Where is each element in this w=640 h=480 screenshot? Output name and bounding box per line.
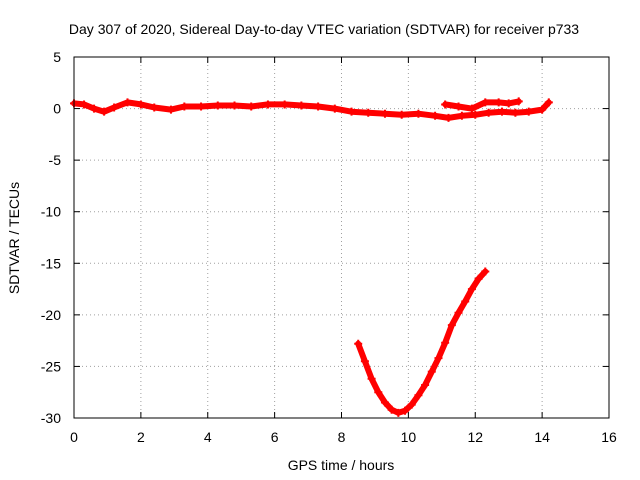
data-point <box>481 98 490 107</box>
data-point <box>100 107 109 116</box>
data-point <box>401 406 410 415</box>
data-point <box>454 308 463 317</box>
x-axis-label: GPS time / hours <box>288 457 395 473</box>
data-point <box>180 102 189 111</box>
x-tick-label: 8 <box>338 429 346 445</box>
data-point <box>544 98 553 107</box>
data-point <box>504 99 513 108</box>
y-tick-label: 5 <box>53 49 61 65</box>
y-tick-label: -20 <box>41 307 61 323</box>
data-point <box>213 101 222 110</box>
data-point <box>407 400 416 409</box>
data-point <box>434 354 443 363</box>
data-points <box>70 97 553 417</box>
y-tick-label: -25 <box>41 358 61 374</box>
data-point <box>263 100 272 109</box>
data-point <box>524 107 533 116</box>
data-point <box>471 110 480 119</box>
y-tick-label: 0 <box>53 101 61 117</box>
series-1 <box>441 97 523 113</box>
series-trace <box>355 268 489 416</box>
data-point <box>380 109 389 118</box>
data-point <box>364 108 373 117</box>
data-point <box>80 100 89 109</box>
data-point <box>230 101 239 110</box>
data-point <box>444 113 453 122</box>
x-tick-label: 6 <box>271 429 279 445</box>
plot-frame <box>73 56 610 419</box>
data-point <box>514 97 523 106</box>
data-point <box>247 102 256 111</box>
data-point <box>454 102 463 111</box>
data-point <box>110 103 119 112</box>
data-point <box>441 100 450 109</box>
data-point <box>394 408 403 417</box>
data-point <box>387 405 396 414</box>
y-tick-label: -10 <box>41 204 61 220</box>
data-point <box>511 108 520 117</box>
data-point <box>280 100 289 109</box>
series-0 <box>70 98 553 122</box>
data-point <box>461 297 470 306</box>
data-point <box>166 105 175 114</box>
data-point <box>380 398 389 407</box>
y-tick-label: -5 <box>49 152 62 168</box>
data-point <box>431 111 440 120</box>
data-point <box>314 102 323 111</box>
data-point <box>427 367 436 376</box>
y-tick-label: -30 <box>41 410 61 426</box>
data-point <box>347 107 356 116</box>
data-point <box>414 109 423 118</box>
series-2 <box>354 267 490 417</box>
series-trace <box>71 99 552 121</box>
data-point <box>467 285 476 294</box>
data-point <box>360 357 369 366</box>
y-tick-label: -15 <box>41 255 61 271</box>
data-point <box>136 100 145 109</box>
x-tick-label: 10 <box>401 429 417 445</box>
x-tick-label: 12 <box>467 429 483 445</box>
data-point <box>474 274 483 283</box>
x-tick-label: 14 <box>534 429 550 445</box>
chart-title: Day 307 of 2020, Sidereal Day-to-day VTE… <box>69 21 579 37</box>
x-tick-label: 16 <box>601 429 617 445</box>
data-point <box>481 267 490 276</box>
data-point <box>397 110 406 119</box>
data-point <box>150 103 159 112</box>
axis-ticks: 0 2 4 6 8 10 12 14 16 5 0 -5 -10 -15 -20 -25 -30 <box>41 49 617 445</box>
x-tick-label: 0 <box>70 429 78 445</box>
data-point <box>90 104 99 113</box>
data-point <box>123 98 132 107</box>
data-point <box>484 108 493 117</box>
data-point <box>421 380 430 389</box>
data-point <box>197 102 206 111</box>
data-point <box>297 101 306 110</box>
y-axis-label: SDTVAR / TECUs <box>6 182 22 294</box>
x-tick-label: 2 <box>137 429 145 445</box>
data-point <box>447 321 456 330</box>
data-point <box>354 339 363 348</box>
data-point <box>374 388 383 397</box>
data-point <box>367 374 376 383</box>
data-point <box>457 111 466 120</box>
data-point <box>467 104 476 113</box>
data-point <box>414 391 423 400</box>
data-point <box>330 104 339 113</box>
data-point <box>494 98 503 107</box>
data-point <box>441 338 450 347</box>
x-tick-label: 4 <box>204 429 212 445</box>
data-point <box>498 107 506 116</box>
data-point <box>538 105 547 114</box>
